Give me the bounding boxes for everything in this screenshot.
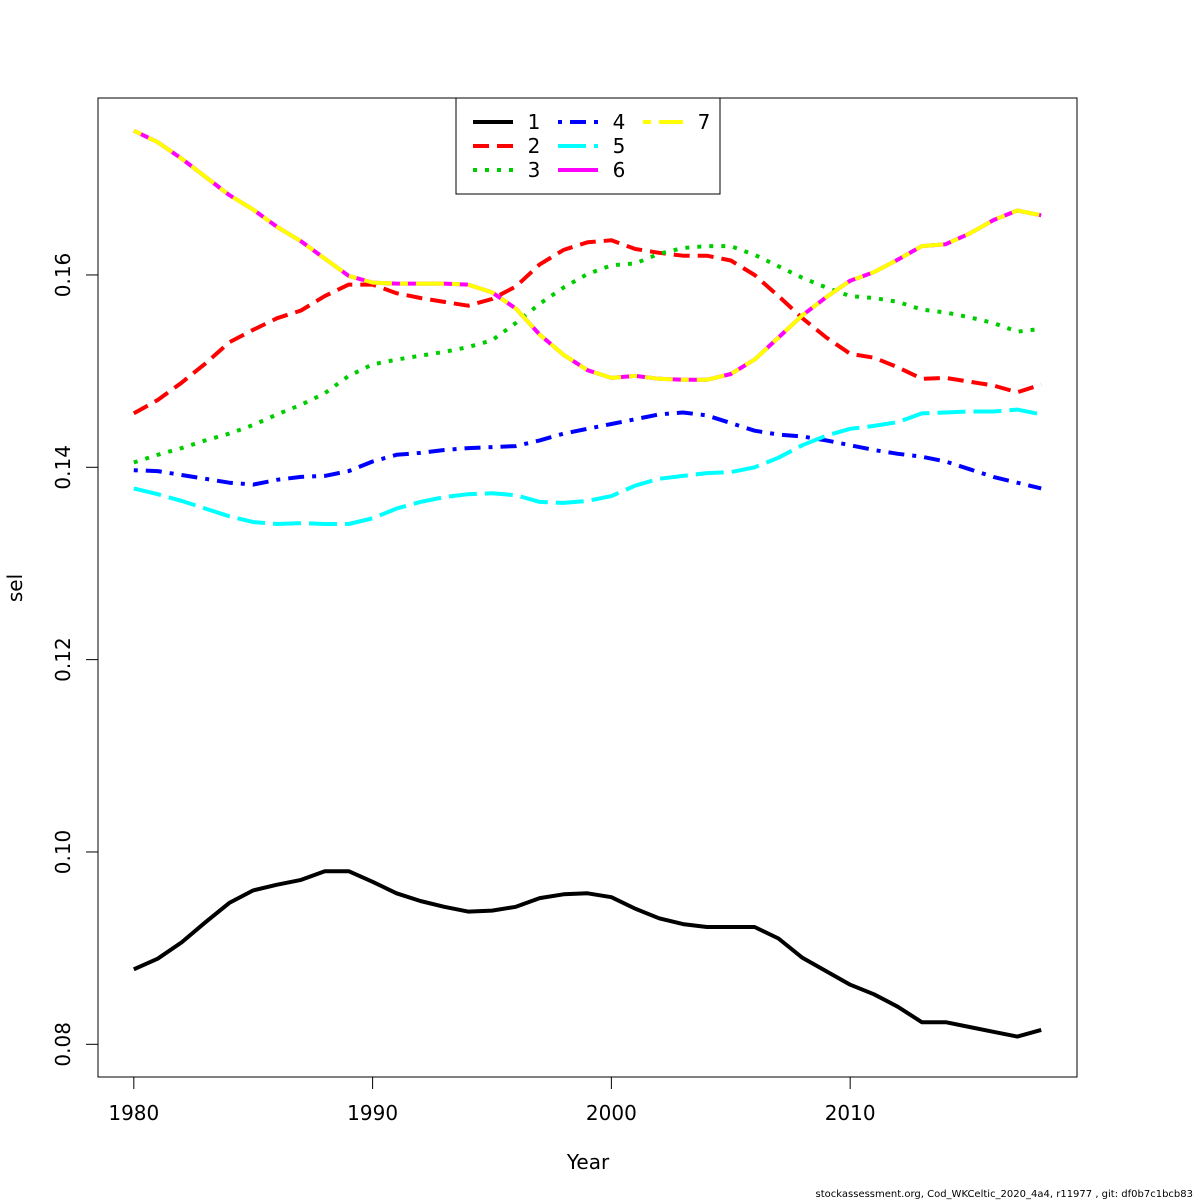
series-line-4 — [133, 410, 1042, 491]
series-line-7 — [132, 128, 1042, 382]
footer-text: stockassessment.org, Cod_WKCeltic_2020_4… — [816, 1189, 1193, 1200]
series-line-5 — [133, 407, 1042, 526]
x-tick-label: 1980 — [108, 1101, 159, 1125]
series-line-1 — [132, 869, 1042, 1039]
y-tick-label: 0.10 — [51, 830, 75, 875]
y-axis-title: sel — [3, 574, 27, 602]
legend-label-5: 5 — [613, 134, 626, 158]
x-tick-label: 1990 — [347, 1101, 398, 1125]
y-tick-label: 0.12 — [51, 637, 75, 682]
series-line-3 — [133, 244, 1042, 465]
legend: 123 456 7 — [455, 97, 721, 195]
legend-label-2: 2 — [528, 134, 541, 158]
x-axis: 1980 1990 2000 2010 — [108, 1076, 876, 1125]
legend-label-7: 7 — [698, 110, 711, 134]
legend-label-4: 4 — [613, 110, 626, 134]
legend-label-3: 3 — [528, 158, 541, 182]
y-tick-label: 0.16 — [51, 253, 75, 298]
series-layer — [132, 128, 1042, 1039]
x-tick-label: 2000 — [586, 1101, 637, 1125]
y-tick-label: 0.08 — [51, 1022, 75, 1067]
legend-label-1: 1 — [528, 110, 541, 134]
y-axis: 0.08 0.10 0.12 0.14 0.16 — [51, 253, 99, 1067]
y-tick-label: 0.14 — [51, 445, 75, 490]
x-tick-label: 2010 — [825, 1101, 876, 1125]
legend-label-6: 6 — [613, 158, 626, 182]
legend-box — [455, 97, 721, 195]
series-line-2 — [132, 238, 1042, 416]
x-axis-title: Year — [566, 1150, 610, 1174]
